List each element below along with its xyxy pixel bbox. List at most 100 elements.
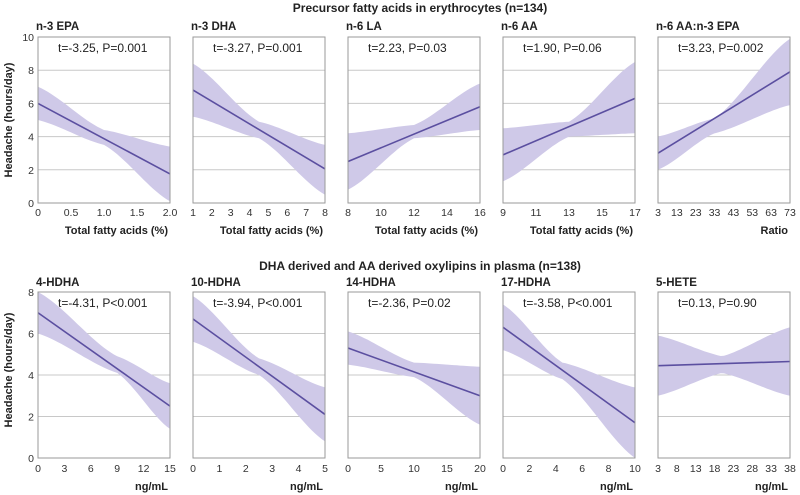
x-axis-label: ng/mL (135, 481, 168, 493)
row1-title: Precursor fatty acids in erythrocytes (n… (293, 1, 547, 15)
panel-title: 5-HETE (656, 277, 697, 289)
regression-line (657, 71, 791, 154)
x-tick-label: 10 (629, 463, 641, 475)
x-tick-label: 15 (441, 463, 453, 475)
panel-10-hdha: 10-HDHA t=-3.94, P<0.001 0 1 2 3 4 5 ng/mL (190, 277, 328, 493)
row2-ylabel: Headache (hours/day) (3, 312, 15, 427)
panels: n-3 EPA t=-3.25, P=0.001 0 0.5 1.0 1.5 2.0 Tota… (22, 21, 796, 493)
x-tick-label: 10 (375, 207, 387, 219)
stat-annotation: t=-4.31, P<0.001 (58, 296, 148, 310)
regression-line (192, 318, 326, 416)
x-tick-label: 5 (266, 207, 272, 219)
x-tick-label: 3 (61, 463, 67, 475)
confidence-band (193, 296, 325, 442)
x-axis-label: ng/mL (290, 481, 323, 493)
plot-frame (657, 36, 791, 204)
y-tick-label: 8 (28, 287, 34, 299)
confidence-band (38, 86, 170, 202)
regression-line (37, 102, 171, 175)
x-tick-label: 8 (345, 207, 351, 219)
x-tick-label: 33 (765, 463, 777, 475)
x-tick-label: 28 (746, 463, 758, 475)
panel-title: n-6 AA:n-3 EPA (656, 21, 740, 33)
panel-title: n-3 DHA (191, 21, 236, 33)
x-tick-label: 6 (284, 207, 290, 219)
x-tick-label: 1 (216, 463, 222, 475)
plot-frame (192, 36, 326, 204)
x-tick-label: 0 (500, 463, 506, 475)
x-tick-label: 6 (579, 463, 585, 475)
x-tick-label: 1.0 (97, 207, 112, 219)
y-tick-label: 4 (28, 370, 34, 382)
x-tick-label: 18 (709, 463, 721, 475)
x-tick-label: 14 (441, 207, 453, 219)
panel-n-3-epa: n-3 EPA t=-3.25, P=0.001 0 0.5 1.0 1.5 2.0 Tota… (22, 21, 177, 237)
row2-title: DHA derived and AA derived oxylipins in … (259, 259, 581, 273)
regression-line (347, 347, 481, 397)
plot-frame (502, 36, 636, 204)
panel-17-hdha: 17-HDHA t=-3.58, P<0.001 0 2 4 6 8 10 ng/mL (500, 277, 641, 493)
panel-title: n-3 EPA (36, 21, 79, 33)
x-tick-label: 16 (474, 207, 486, 219)
panel-n-6-la: n-6 LA t=2.23, P=0.03 8 10 12 14 16 Total fatty… (345, 21, 486, 237)
x-tick-label: 4 (296, 463, 302, 475)
stat-annotation: t=-3.58, P<0.001 (523, 296, 613, 310)
x-tick-label: 12 (408, 207, 420, 219)
plot-frame (37, 291, 171, 459)
regression-line (37, 312, 171, 407)
stat-annotation: t=-3.25, P=0.001 (58, 41, 148, 55)
y-tick-label: 2 (28, 165, 34, 177)
panel-title: 4-HDHA (36, 277, 79, 289)
x-tick-label: 33 (709, 207, 721, 219)
x-tick-label: 3 (228, 207, 234, 219)
x-tick-label: 20 (474, 463, 486, 475)
x-tick-label: 23 (728, 463, 740, 475)
x-tick-label: 9 (500, 207, 506, 219)
x-tick-label: 0 (35, 207, 41, 219)
x-tick-label: 2 (243, 463, 249, 475)
y-tick-label: 0 (28, 198, 34, 210)
x-tick-label: 1.5 (130, 207, 145, 219)
x-tick-label: 38 (784, 463, 796, 475)
regression-line (347, 105, 481, 163)
x-axis-label: ng/mL (445, 481, 478, 493)
y-tick-label: 6 (28, 98, 34, 110)
x-tick-label: 43 (728, 207, 740, 219)
x-tick-label: 0 (190, 463, 196, 475)
x-tick-label: 17 (629, 207, 641, 219)
stat-annotation: t=2.23, P=0.03 (368, 41, 447, 55)
x-tick-label: 23 (690, 207, 702, 219)
x-tick-label: 13 (671, 207, 683, 219)
x-axis-label: Total fatty acids (%) (220, 225, 323, 237)
panel-title: 14-HDHA (346, 277, 396, 289)
x-tick-label: 4 (247, 207, 253, 219)
x-axis-label: ng/mL (600, 481, 633, 493)
panel-title: n-6 AA (501, 21, 538, 33)
x-tick-label: 0 (345, 463, 351, 475)
x-tick-label: 3 (655, 207, 661, 219)
y-tick-label: 8 (28, 65, 34, 77)
stat-annotation: t=0.13, P=0.90 (678, 296, 757, 310)
x-axis-label: Ratio (761, 225, 789, 237)
x-tick-label: 4 (553, 463, 559, 475)
x-tick-label: 12 (138, 463, 150, 475)
regression-line (502, 326, 636, 424)
y-tick-label: 0 (28, 453, 34, 465)
x-tick-label: 10 (408, 463, 420, 475)
stat-annotation: t=-2.36, P=0.02 (368, 296, 451, 310)
panel-title: 17-HDHA (501, 277, 551, 289)
stat-annotation: t=1.90, P=0.06 (523, 41, 602, 55)
plot-frame (347, 36, 481, 204)
regression-line (192, 89, 326, 170)
x-tick-label: 0.5 (64, 207, 79, 219)
plot-frame (347, 291, 481, 459)
x-tick-label: 8 (322, 207, 328, 219)
regression-line (657, 360, 791, 367)
confidence-band (38, 292, 170, 429)
panel-n-3-dha: n-3 DHA t=-3.27, P=0.001 1 2 3 4 5 6 7 8 Total fat… (190, 21, 328, 237)
x-tick-label: 2 (209, 207, 215, 219)
x-tick-label: 63 (765, 207, 777, 219)
panel-14-hdha: 14-HDHA t=-2.36, P=0.02 0 5 10 15 20 ng/mL (345, 277, 486, 493)
